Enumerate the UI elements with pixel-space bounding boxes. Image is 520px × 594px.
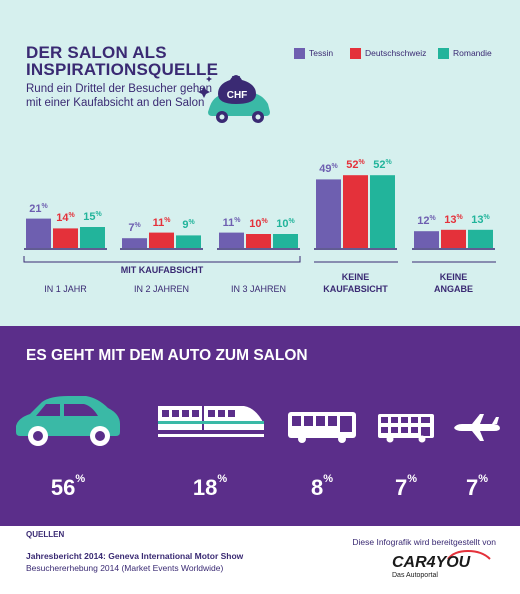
money-car-icon: CHF: [198, 75, 270, 123]
page-title: DER SALON ALS INSPIRATIONSQUELLE: [26, 44, 246, 78]
bar-tessin-in-1-jahr: [26, 218, 51, 248]
bar-label-romandie-in-1-jahr: 15%: [83, 211, 102, 223]
transport-title: ES GEHT MIT DEM AUTO ZUM SALON: [26, 347, 308, 364]
bus-icon: [288, 412, 356, 443]
provider-text: Diese Infografik wird bereitgestellt von: [352, 537, 496, 547]
legend-label-tessin: Tessin: [309, 48, 334, 58]
bar-deutschschweiz-in-2-jahren: [149, 232, 174, 248]
chf-label: CHF: [227, 90, 248, 101]
top-panel: [0, 0, 520, 326]
car4you-car-icon: [447, 549, 491, 560]
bar-tessin-keine-angabe: [414, 231, 439, 248]
category-label-in-1-jahr: IN 1 JAHR: [44, 284, 87, 294]
category-label-in-3-jahren: IN 3 JAHREN: [230, 284, 286, 294]
legend-label-deutschschweiz: Deutschschweiz: [365, 48, 427, 58]
bar-deutschschweiz-keine-angabe: [441, 229, 466, 248]
car4you-logo[interactable]: CAR4YOU: [392, 554, 471, 571]
title-line-2: INSPIRATIONSQUELLE: [26, 60, 219, 79]
bar-romandie-keine-kaufabsicht: [370, 175, 395, 248]
purchase-intent-chart: [23, 175, 496, 263]
bar-romandie-keine-angabe: [468, 229, 493, 248]
footer-panel: [0, 526, 520, 594]
transport-pct-car: 56%: [50, 473, 86, 500]
bar-tessin-in-2-jahren: [122, 238, 147, 248]
bar-label-romandie-in-3-jahren: 10%: [276, 218, 295, 230]
transport-pct-bus: 8%: [310, 473, 334, 500]
bar-label-deutschschweiz-keine-kaufabsicht: 52%: [346, 159, 365, 172]
bar-romandie-in-1-jahr: [80, 227, 105, 248]
bar-romandie-in-2-jahren: [176, 235, 201, 248]
source-line-1: Jahresbericht 2014: Geneva International…: [26, 551, 244, 561]
bar-tessin-in-3-jahren: [219, 232, 244, 248]
category-label-keine-kaufabsicht: KEINE KAUFABSICHT: [323, 272, 388, 294]
double-decker-bus-icon: [378, 414, 434, 443]
airplane-icon: [454, 414, 500, 441]
bar-tessin-keine-kaufabsicht: [316, 179, 341, 248]
legend-tessin: Tessin: [294, 46, 333, 60]
train-icon: [158, 406, 264, 437]
group-label-mit-kaufabsicht: MIT KAUFABSICHT: [120, 265, 204, 275]
legend-swatch-tessin: [294, 47, 305, 59]
transport-pct-double-decker-bus: 7%: [394, 473, 418, 500]
bar-label-romandie-keine-kaufabsicht: 52%: [373, 159, 392, 172]
transport-pct-airplane: 7%: [465, 473, 489, 500]
bar-deutschschweiz-in-1-jahr: [53, 228, 78, 248]
legend-swatch-romandie: [438, 47, 449, 59]
bar-label-tessin-keine-kaufabsicht: 49%: [319, 163, 338, 176]
car-icon: [16, 396, 120, 446]
title-line-1: DER SALON ALS: [26, 43, 167, 62]
legend-deutschschweiz: Deutschschweiz: [350, 46, 426, 60]
sources-heading: QUELLEN: [26, 530, 65, 539]
car4you-tagline: Das Autoportal: [392, 572, 438, 579]
source-line-2: Besuchererhebung 2014 (Market Events Wor…: [26, 563, 224, 573]
bar-label-tessin-in-3-jahren: 11%: [222, 216, 241, 229]
bar-label-romandie-keine-angabe: 13%: [471, 213, 490, 226]
category-label-in-2-jahren: IN 2 JAHREN: [133, 284, 189, 294]
legend-swatch-deutschschweiz: [350, 47, 361, 59]
bar-label-tessin-in-2-jahren: 7%: [128, 222, 141, 235]
bar-deutschschweiz-in-3-jahren: [246, 234, 271, 248]
legend-label-romandie: Romandie: [453, 48, 492, 58]
group-bracket: [23, 256, 301, 263]
bar-label-tessin-in-1-jahr: 21%: [29, 202, 48, 215]
category-label-keine-angabe: KEINE ANGABE: [433, 272, 473, 294]
bar-deutschschweiz-keine-kaufabsicht: [343, 175, 368, 248]
bar-label-tessin-keine-angabe: 12%: [417, 215, 436, 228]
bar-label-deutschschweiz-keine-angabe: 13%: [444, 213, 463, 226]
bar-label-deutschschweiz-in-1-jahr: 14%: [56, 212, 75, 225]
bar-label-romandie-in-2-jahren: 9%: [182, 219, 195, 232]
bar-romandie-in-3-jahren: [273, 234, 298, 248]
page-subtitle: Rund ein Drittel der Besucher gehen mit …: [26, 83, 213, 109]
bar-label-deutschschweiz-in-3-jahren: 10%: [249, 218, 268, 230]
legend-romandie: Romandie: [438, 46, 492, 60]
bar-label-deutschschweiz-in-2-jahren: 11%: [152, 216, 171, 229]
transport-pct-train: 18%: [192, 473, 228, 500]
